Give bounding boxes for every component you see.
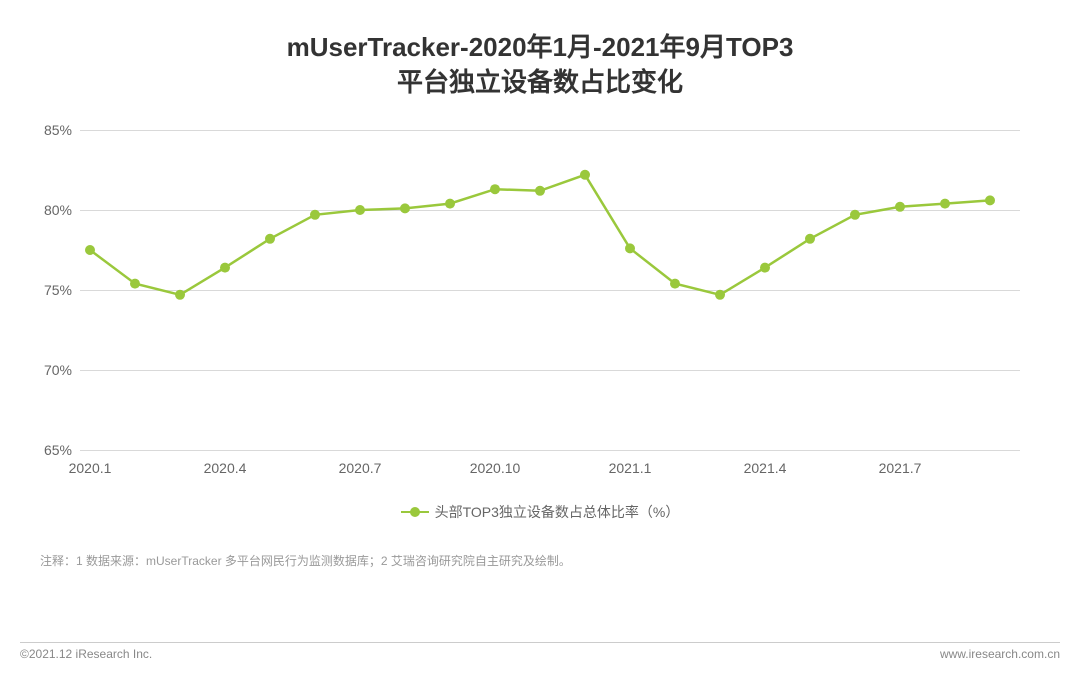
legend-marker-icon	[410, 507, 420, 517]
gridline	[80, 450, 1020, 451]
data-point	[580, 170, 590, 180]
legend-line-icon	[401, 511, 429, 513]
chart-title: mUserTracker-2020年1月-2021年9月TOP3 平台独立设备数…	[40, 30, 1040, 100]
data-point	[715, 290, 725, 300]
line-chart-svg	[80, 130, 1020, 450]
legend-item: 头部TOP3独立设备数占总体比率（%）	[401, 502, 680, 522]
data-point	[130, 279, 140, 289]
plot-area: 65%70%75%80%85% 2020.12020.42020.72020.1…	[80, 130, 1020, 450]
y-tick-label: 65%	[44, 442, 72, 458]
data-point	[625, 244, 635, 254]
x-tick-label: 2021.4	[744, 460, 787, 476]
legend: 头部TOP3独立设备数占总体比率（%）	[40, 500, 1040, 522]
data-point	[175, 290, 185, 300]
y-tick-label: 70%	[44, 362, 72, 378]
legend-label: 头部TOP3独立设备数占总体比率（%）	[435, 502, 680, 522]
x-tick-label: 2020.4	[204, 460, 247, 476]
data-point	[805, 234, 815, 244]
data-point	[670, 279, 680, 289]
data-point	[940, 199, 950, 209]
data-point	[850, 210, 860, 220]
data-point	[535, 186, 545, 196]
data-point	[265, 234, 275, 244]
footnote: 注释：1 数据来源：mUserTracker 多平台网民行为监测数据库；2 艾瑞…	[40, 552, 1040, 569]
x-tick-label: 2021.7	[879, 460, 922, 476]
x-tick-label: 2020.10	[470, 460, 521, 476]
x-tick-label: 2020.7	[339, 460, 382, 476]
data-point	[85, 245, 95, 255]
x-tick-label: 2020.1	[69, 460, 112, 476]
title-line-2: 平台独立设备数占比变化	[40, 65, 1040, 100]
data-point	[490, 184, 500, 194]
data-point	[355, 205, 365, 215]
y-tick-label: 80%	[44, 202, 72, 218]
copyright-right: www.iresearch.com.cn	[940, 647, 1060, 661]
chart-container: mUserTracker-2020年1月-2021年9月TOP3 平台独立设备数…	[0, 0, 1080, 673]
y-axis: 65%70%75%80%85%	[40, 130, 80, 450]
data-point	[310, 210, 320, 220]
data-point	[760, 263, 770, 273]
copyright-bar: ©2021.12 iResearch Inc. www.iresearch.co…	[20, 642, 1060, 661]
title-line-1: mUserTracker-2020年1月-2021年9月TOP3	[40, 30, 1040, 65]
y-tick-label: 75%	[44, 282, 72, 298]
data-point	[895, 202, 905, 212]
y-tick-label: 85%	[44, 122, 72, 138]
data-point	[985, 196, 995, 206]
data-point	[220, 263, 230, 273]
data-point	[445, 199, 455, 209]
x-tick-label: 2021.1	[609, 460, 652, 476]
copyright-left: ©2021.12 iResearch Inc.	[20, 647, 152, 661]
data-point	[400, 204, 410, 214]
